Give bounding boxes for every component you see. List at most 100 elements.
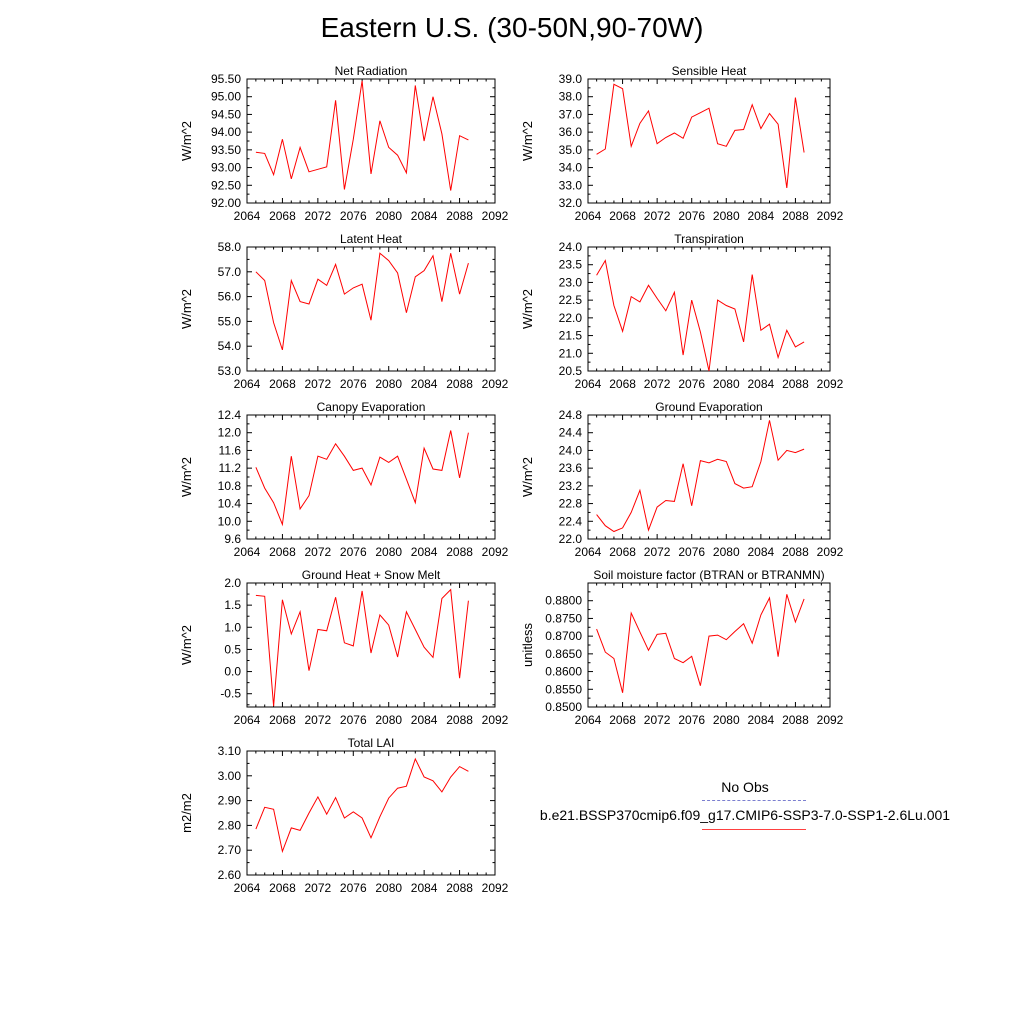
y-tick-label: 12.4 — [218, 408, 242, 422]
y-tick-label: 37.0 — [559, 107, 583, 121]
chart-title: Net Radiation — [335, 64, 408, 78]
y-tick-label: 0.8650 — [545, 647, 582, 661]
x-tick-label: 2076 — [678, 545, 705, 559]
chart-title: Total LAI — [348, 736, 395, 750]
y-tick-label: 24.8 — [559, 408, 583, 422]
x-tick-label: 2076 — [678, 713, 705, 727]
page-title: Eastern U.S. (30-50N,90-70W) — [320, 12, 704, 43]
x-tick-label: 2064 — [575, 545, 602, 559]
series-line-0 — [255, 80, 469, 191]
y-tick-label: 21.5 — [559, 329, 583, 343]
chart-panel-2: Latent Heat W/m^2 2064 2068 2072 2076 2080 2084… — [179, 232, 509, 391]
chart-title: Transpiration — [674, 232, 744, 246]
x-tick-label: 2076 — [678, 209, 705, 223]
chart-panel-7: Soil moisture factor (BTRAN or BTRANMN) u… — [520, 568, 844, 727]
plot-frame — [246, 246, 496, 372]
chart-panel-1: Sensible Heat W/m^2 2064 2068 2072 2076 2080 20… — [520, 64, 844, 223]
y-tick-label: 0.0 — [224, 665, 241, 679]
y-tick-label: 11.6 — [219, 443, 242, 457]
y-tick-label: 33.0 — [559, 178, 583, 192]
x-tick-label: 2092 — [482, 713, 509, 727]
y-tick-label: 92.00 — [211, 196, 241, 210]
x-tick-label: 2088 — [782, 545, 809, 559]
y-tick-label: 2.0 — [224, 576, 241, 590]
y-tick-label: 3.10 — [218, 744, 242, 758]
x-tick-label: 2064 — [234, 209, 261, 223]
x-tick-label: 2084 — [411, 209, 438, 223]
y-axis-label: W/m^2 — [520, 289, 535, 329]
chart-panel-3: Transpiration W/m^2 2064 2068 2072 2076 2080 20… — [520, 232, 844, 391]
y-tick-label: 24.0 — [559, 443, 583, 457]
x-tick-label: 2084 — [748, 545, 775, 559]
y-tick-label: 56.0 — [218, 290, 242, 304]
chart-panel-5: Ground Evaporation W/m^2 2064 2068 2072 2076 2… — [520, 400, 844, 559]
y-tick-label: 0.8500 — [545, 700, 582, 714]
y-tick-label: 94.00 — [211, 125, 241, 139]
x-tick-label: 2088 — [446, 713, 473, 727]
chart-title: Ground Heat + Snow Melt — [302, 568, 441, 582]
y-axis-label: W/m^2 — [179, 121, 194, 161]
y-tick-label: 10.8 — [218, 479, 242, 493]
x-tick-label: 2068 — [269, 209, 296, 223]
chart-panel-0: Net Radiation W/m^2 2064 2068 2072 2076 2080 20… — [179, 64, 509, 223]
x-tick-label: 2072 — [644, 545, 671, 559]
chart-title: Sensible Heat — [672, 64, 747, 78]
x-tick-label: 2088 — [446, 881, 473, 895]
y-axis-label: m2/m2 — [179, 793, 194, 833]
x-tick-label: 2068 — [269, 545, 296, 559]
x-tick-label: 2088 — [446, 209, 473, 223]
series-line-0 — [596, 594, 805, 693]
x-tick-label: 2080 — [713, 377, 740, 391]
y-tick-label: 0.8550 — [545, 682, 582, 696]
y-tick-label: 95.50 — [211, 72, 241, 86]
x-tick-label: 2068 — [269, 713, 296, 727]
plot-frame — [246, 414, 496, 540]
y-tick-label: 24.0 — [559, 240, 583, 254]
x-tick-label: 2064 — [234, 881, 261, 895]
y-tick-label: 22.8 — [559, 497, 583, 511]
x-tick-label: 2076 — [340, 881, 367, 895]
y-tick-label: 22.0 — [559, 532, 583, 546]
chart-title: Soil moisture factor (BTRAN or BTRANMN) — [593, 568, 824, 582]
x-tick-label: 2080 — [713, 209, 740, 223]
x-tick-label: 2092 — [817, 545, 844, 559]
x-tick-label: 2092 — [817, 209, 844, 223]
y-axis-label: W/m^2 — [179, 457, 194, 497]
y-tick-label: 92.50 — [211, 178, 241, 192]
plot-frame — [587, 582, 831, 708]
x-tick-label: 2076 — [678, 377, 705, 391]
y-tick-label: 36.0 — [559, 125, 583, 139]
x-tick-label: 2080 — [375, 713, 402, 727]
y-tick-label: 94.50 — [211, 107, 241, 121]
x-tick-label: 2068 — [609, 713, 636, 727]
x-tick-label: 2088 — [446, 377, 473, 391]
y-tick-label: 38.0 — [559, 90, 583, 104]
chart-panel-8: Total LAI m2/m2 2064 2068 2072 2076 2080 2084 20… — [179, 736, 509, 895]
x-tick-label: 2064 — [234, 713, 261, 727]
x-tick-label: 2088 — [782, 713, 809, 727]
x-tick-label: 2072 — [305, 545, 332, 559]
x-tick-label: 2084 — [411, 713, 438, 727]
legend-obs-line — [702, 800, 806, 801]
chart-panel-4: Canopy Evaporation W/m^2 2064 2068 2072 2076 2… — [179, 400, 509, 559]
x-tick-label: 2068 — [609, 377, 636, 391]
y-tick-label: 9.6 — [224, 532, 241, 546]
y-tick-label: 24.4 — [559, 426, 583, 440]
y-axis-label: W/m^2 — [179, 625, 194, 665]
y-tick-label: 10.4 — [218, 497, 242, 511]
x-tick-label: 2064 — [575, 713, 602, 727]
x-tick-label: 2092 — [482, 881, 509, 895]
y-tick-label: 55.0 — [218, 314, 242, 328]
y-tick-label: 2.80 — [218, 818, 242, 832]
x-tick-label: 2072 — [644, 377, 671, 391]
y-tick-label: 23.0 — [559, 275, 583, 289]
x-tick-label: 2076 — [340, 545, 367, 559]
y-tick-label: 58.0 — [218, 240, 242, 254]
x-tick-label: 2076 — [340, 377, 367, 391]
x-tick-label: 2084 — [748, 713, 775, 727]
x-tick-label: 2080 — [375, 377, 402, 391]
plot-frame — [246, 750, 496, 876]
x-tick-label: 2088 — [782, 209, 809, 223]
x-tick-label: 2068 — [609, 209, 636, 223]
series-line-0 — [255, 430, 469, 527]
